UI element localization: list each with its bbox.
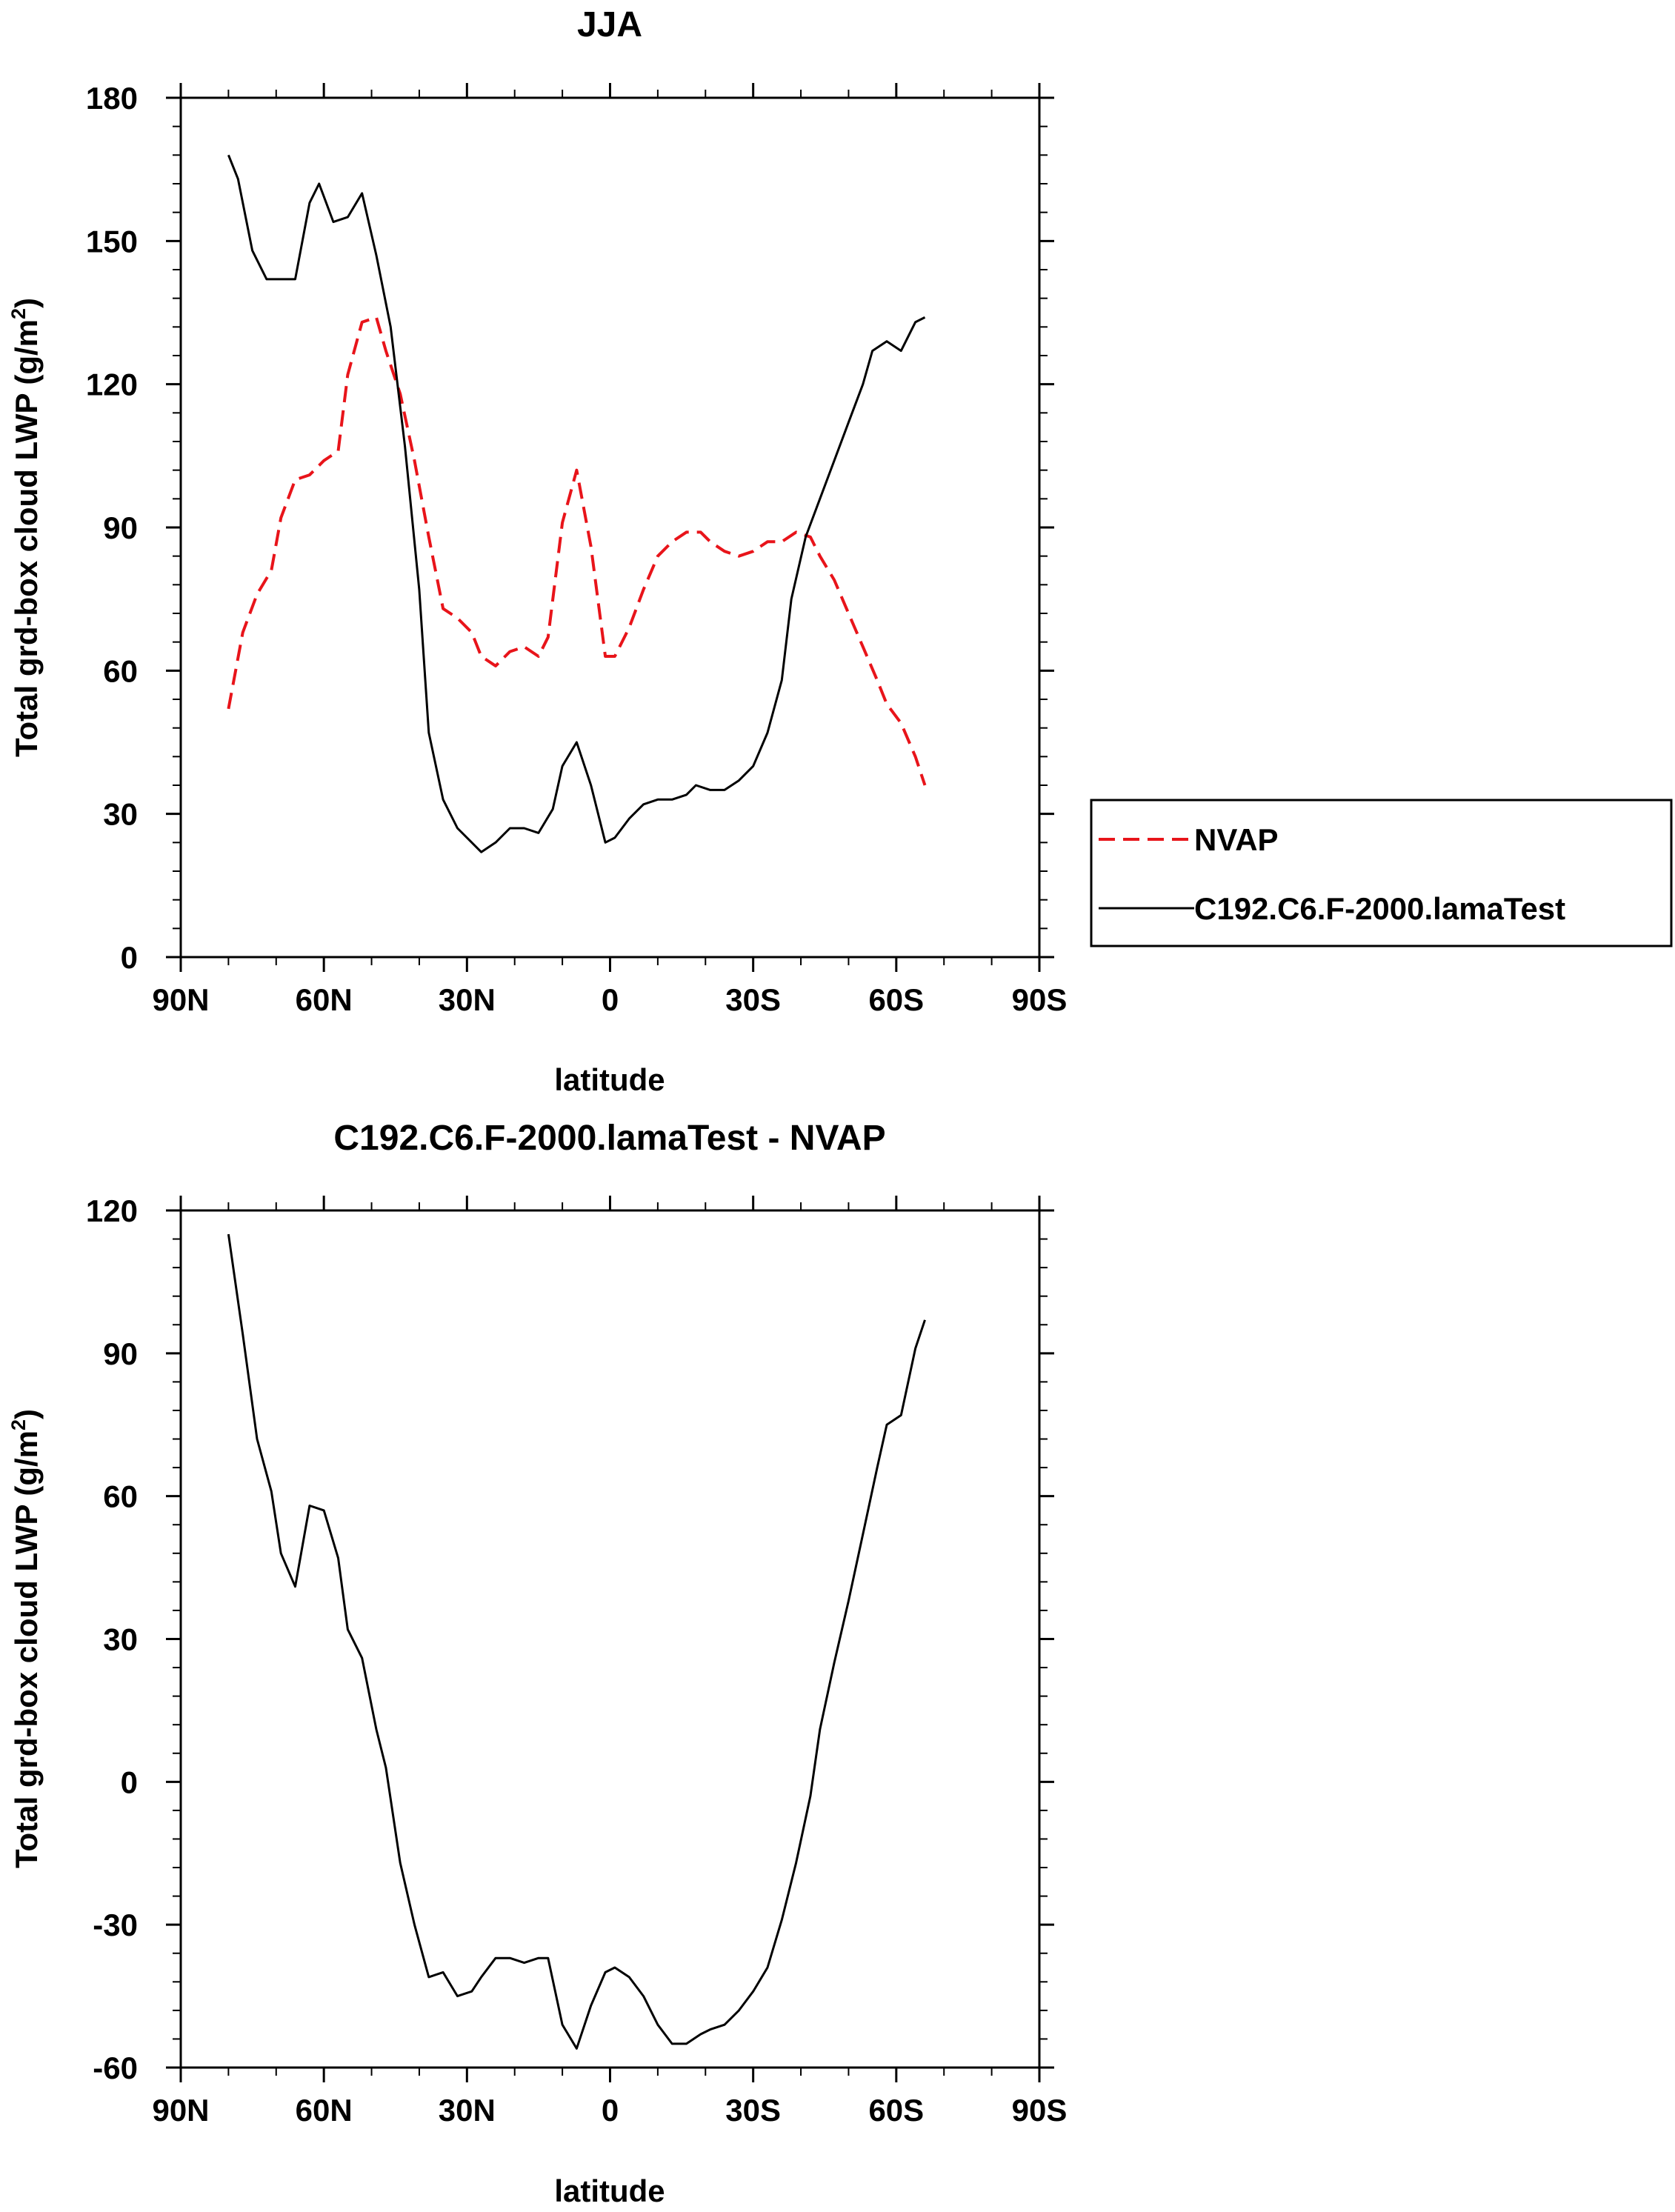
bottom-title: C192.C6.F-2000.lamaTest - NVAP [333,1119,885,1158]
bottom-y-tick-label: 0 [121,1765,138,1799]
bottom-series-layer [227,1233,926,2050]
bottom-panel: C192.C6.F-2000.lamaTest - NVAP 90N 60N 30N… [7,1119,1067,2208]
bottom-x-tick-label: 60N [296,2093,353,2128]
bottom-x-tick-label: 60S [868,2093,924,2128]
top-x-tick-label: 0 [602,982,619,1017]
top-x-tick-label: 30S [725,982,781,1017]
legend-label-nvap: NVAP [1194,822,1279,857]
bottom-x-axis-label: latitude [554,2173,665,2208]
top-y-tick-label: 150 [86,224,138,259]
bottom-y-axis-label: Total grd-box cloud LWP (g/m2) [7,1409,44,1868]
bottom-plot-frame [179,1209,1041,2069]
bottom-y-tick-label: 120 [86,1193,138,1228]
top-panel: JJA 90N 60N 30N 0 30S 60S 90S0306090120150180 … [7,5,1673,1097]
top-x-tick-label: 60S [868,982,924,1017]
top-series-line-nvap [227,316,927,786]
top-series-line-c192-c6-f-2000-lamatest [227,154,926,853]
bottom-series-line-c192-c6-f-2000-lamatest-nvap [227,1233,926,2050]
bottom-y-axis-label-sup: 2 [7,1419,30,1430]
bottom-y-tick-label: 30 [103,1622,138,1657]
top-plot-frame [179,96,1041,959]
top-y-tick-label: 120 [86,367,138,402]
top-y-tick-label: 90 [103,510,138,545]
bottom-x-tick-label: 0 [602,2093,619,2128]
top-y-axis-label-end: ) [9,298,44,308]
bottom-x-tick-label: 30S [725,2093,781,2128]
bottom-x-tick-label: 90S [1012,2093,1068,2128]
bottom-axes: 90N 60N 30N 0 30S 60S 90S -60 -30 0 30 60 90 120 [86,1193,1067,2128]
bottom-x-tick-label: 30N [439,2093,496,2128]
top-title: JJA [577,5,642,44]
top-x-axis-label: latitude [554,1062,665,1097]
top-y-axis-label-main: Total grd-box cloud LWP (g/m [9,319,44,757]
top-y-axis-label-sup: 2 [7,308,30,319]
top-y-tick-label: 180 [86,81,138,116]
top-x-tick-label: 90N [152,982,209,1017]
bottom-x-tick-label: 90N [152,2093,209,2128]
top-y-tick-label: 0 [121,940,138,975]
bottom-y-axis-label-main: Total grd-box cloud LWP (g/m [9,1430,44,1868]
top-x-tick-label: 30N [439,982,496,1017]
top-y-tick-label: 60 [103,653,138,688]
top-x-tick-label: 60N [296,982,353,1017]
top-x-tick-label: 90S [1012,982,1068,1017]
bottom-y-tick-label: 60 [103,1479,138,1514]
legend-box [1090,799,1673,947]
top-legend: NVAP C192.C6.F-2000.lamaTest [1090,799,1673,947]
bottom-y-axis-label-end: ) [9,1409,44,1419]
bottom-y-tick-label: 90 [103,1336,138,1371]
bottom-y-tick-label: -60 [93,2051,138,2085]
top-y-axis-label: Total grd-box cloud LWP (g/m2) [7,298,44,757]
bottom-y-tick-label: -30 [93,1908,138,1942]
top-series-layer [227,154,927,853]
legend-label-model: C192.C6.F-2000.lamaTest [1194,891,1565,926]
top-axes: 90N 60N 30N 0 30S 60S 90S 0 30 60 90 120 150 180 [86,81,1067,1017]
top-y-tick-label: 30 [103,797,138,832]
